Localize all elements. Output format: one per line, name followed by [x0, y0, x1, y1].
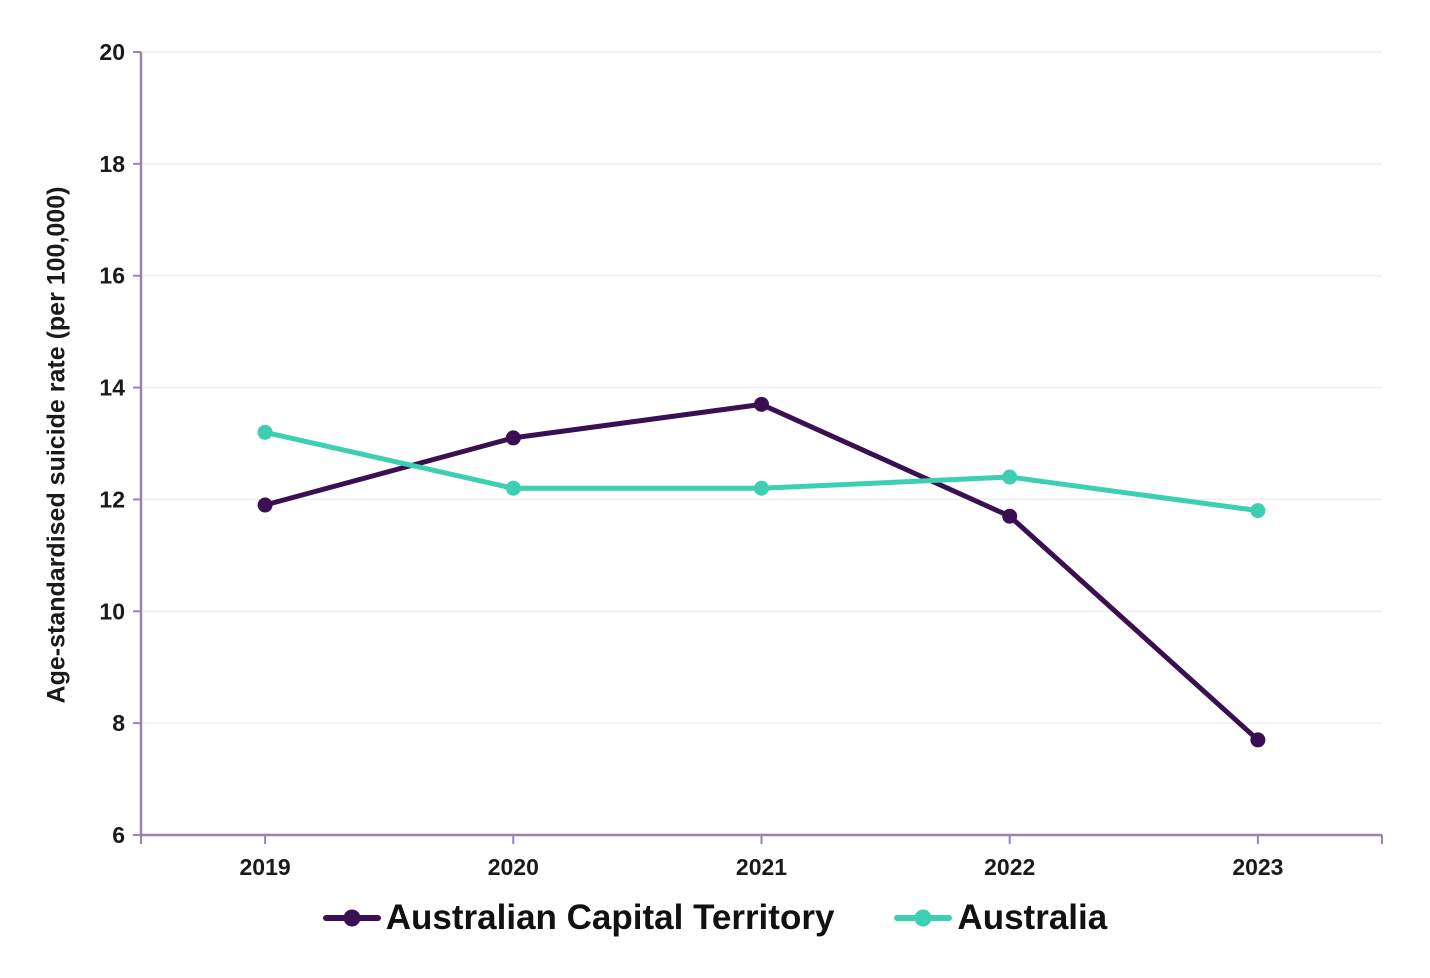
data-point-australia-2022 [1002, 469, 1018, 485]
y-tick-label: 16 [99, 263, 125, 289]
data-point-australia-2023 [1250, 503, 1266, 519]
legend-marker-dot-icon [343, 909, 361, 927]
series-line-act [262, 401, 1261, 743]
y-tick-label: 6 [112, 822, 125, 848]
legend-marker-dot-icon [914, 909, 932, 927]
y-tick-label: 8 [112, 710, 125, 736]
data-point-act-2021 [754, 396, 769, 412]
data-point-australia-2020 [505, 480, 521, 496]
legend: Australian Capital Territory Australia [0, 898, 1430, 938]
y-tick-label: 10 [99, 598, 125, 624]
data-point-act-2019 [257, 497, 273, 513]
x-tick-label: 2019 [240, 854, 291, 880]
x-tick-label: 2023 [1232, 854, 1283, 880]
data-point-australia-2021 [754, 480, 769, 496]
x-tick-label: 2022 [984, 854, 1035, 880]
legend-marker-line-icon [322, 909, 381, 927]
y-tick-label: 18 [99, 151, 125, 177]
x-tick-label: 2020 [488, 854, 539, 880]
y-tick-label: 20 [99, 39, 125, 65]
y-tick-label: 14 [99, 375, 125, 401]
legend-label-australian-capital-territory: Australian Capital Territory [385, 898, 835, 937]
data-point-act-2020 [505, 430, 521, 446]
legend-item-australia: Australia [894, 898, 1107, 938]
legend-item-australian-capital-territory: Australian Capital Territory [322, 898, 835, 938]
legend-marker-line-icon [894, 909, 953, 927]
y-tick-label: 12 [99, 486, 125, 512]
data-point-act-2023 [1250, 732, 1266, 748]
legend-label-australia: Australia [957, 898, 1108, 937]
data-point-act-2022 [1002, 508, 1018, 524]
x-tick-label: 2021 [736, 854, 787, 880]
data-point-australia-2019 [257, 424, 273, 440]
